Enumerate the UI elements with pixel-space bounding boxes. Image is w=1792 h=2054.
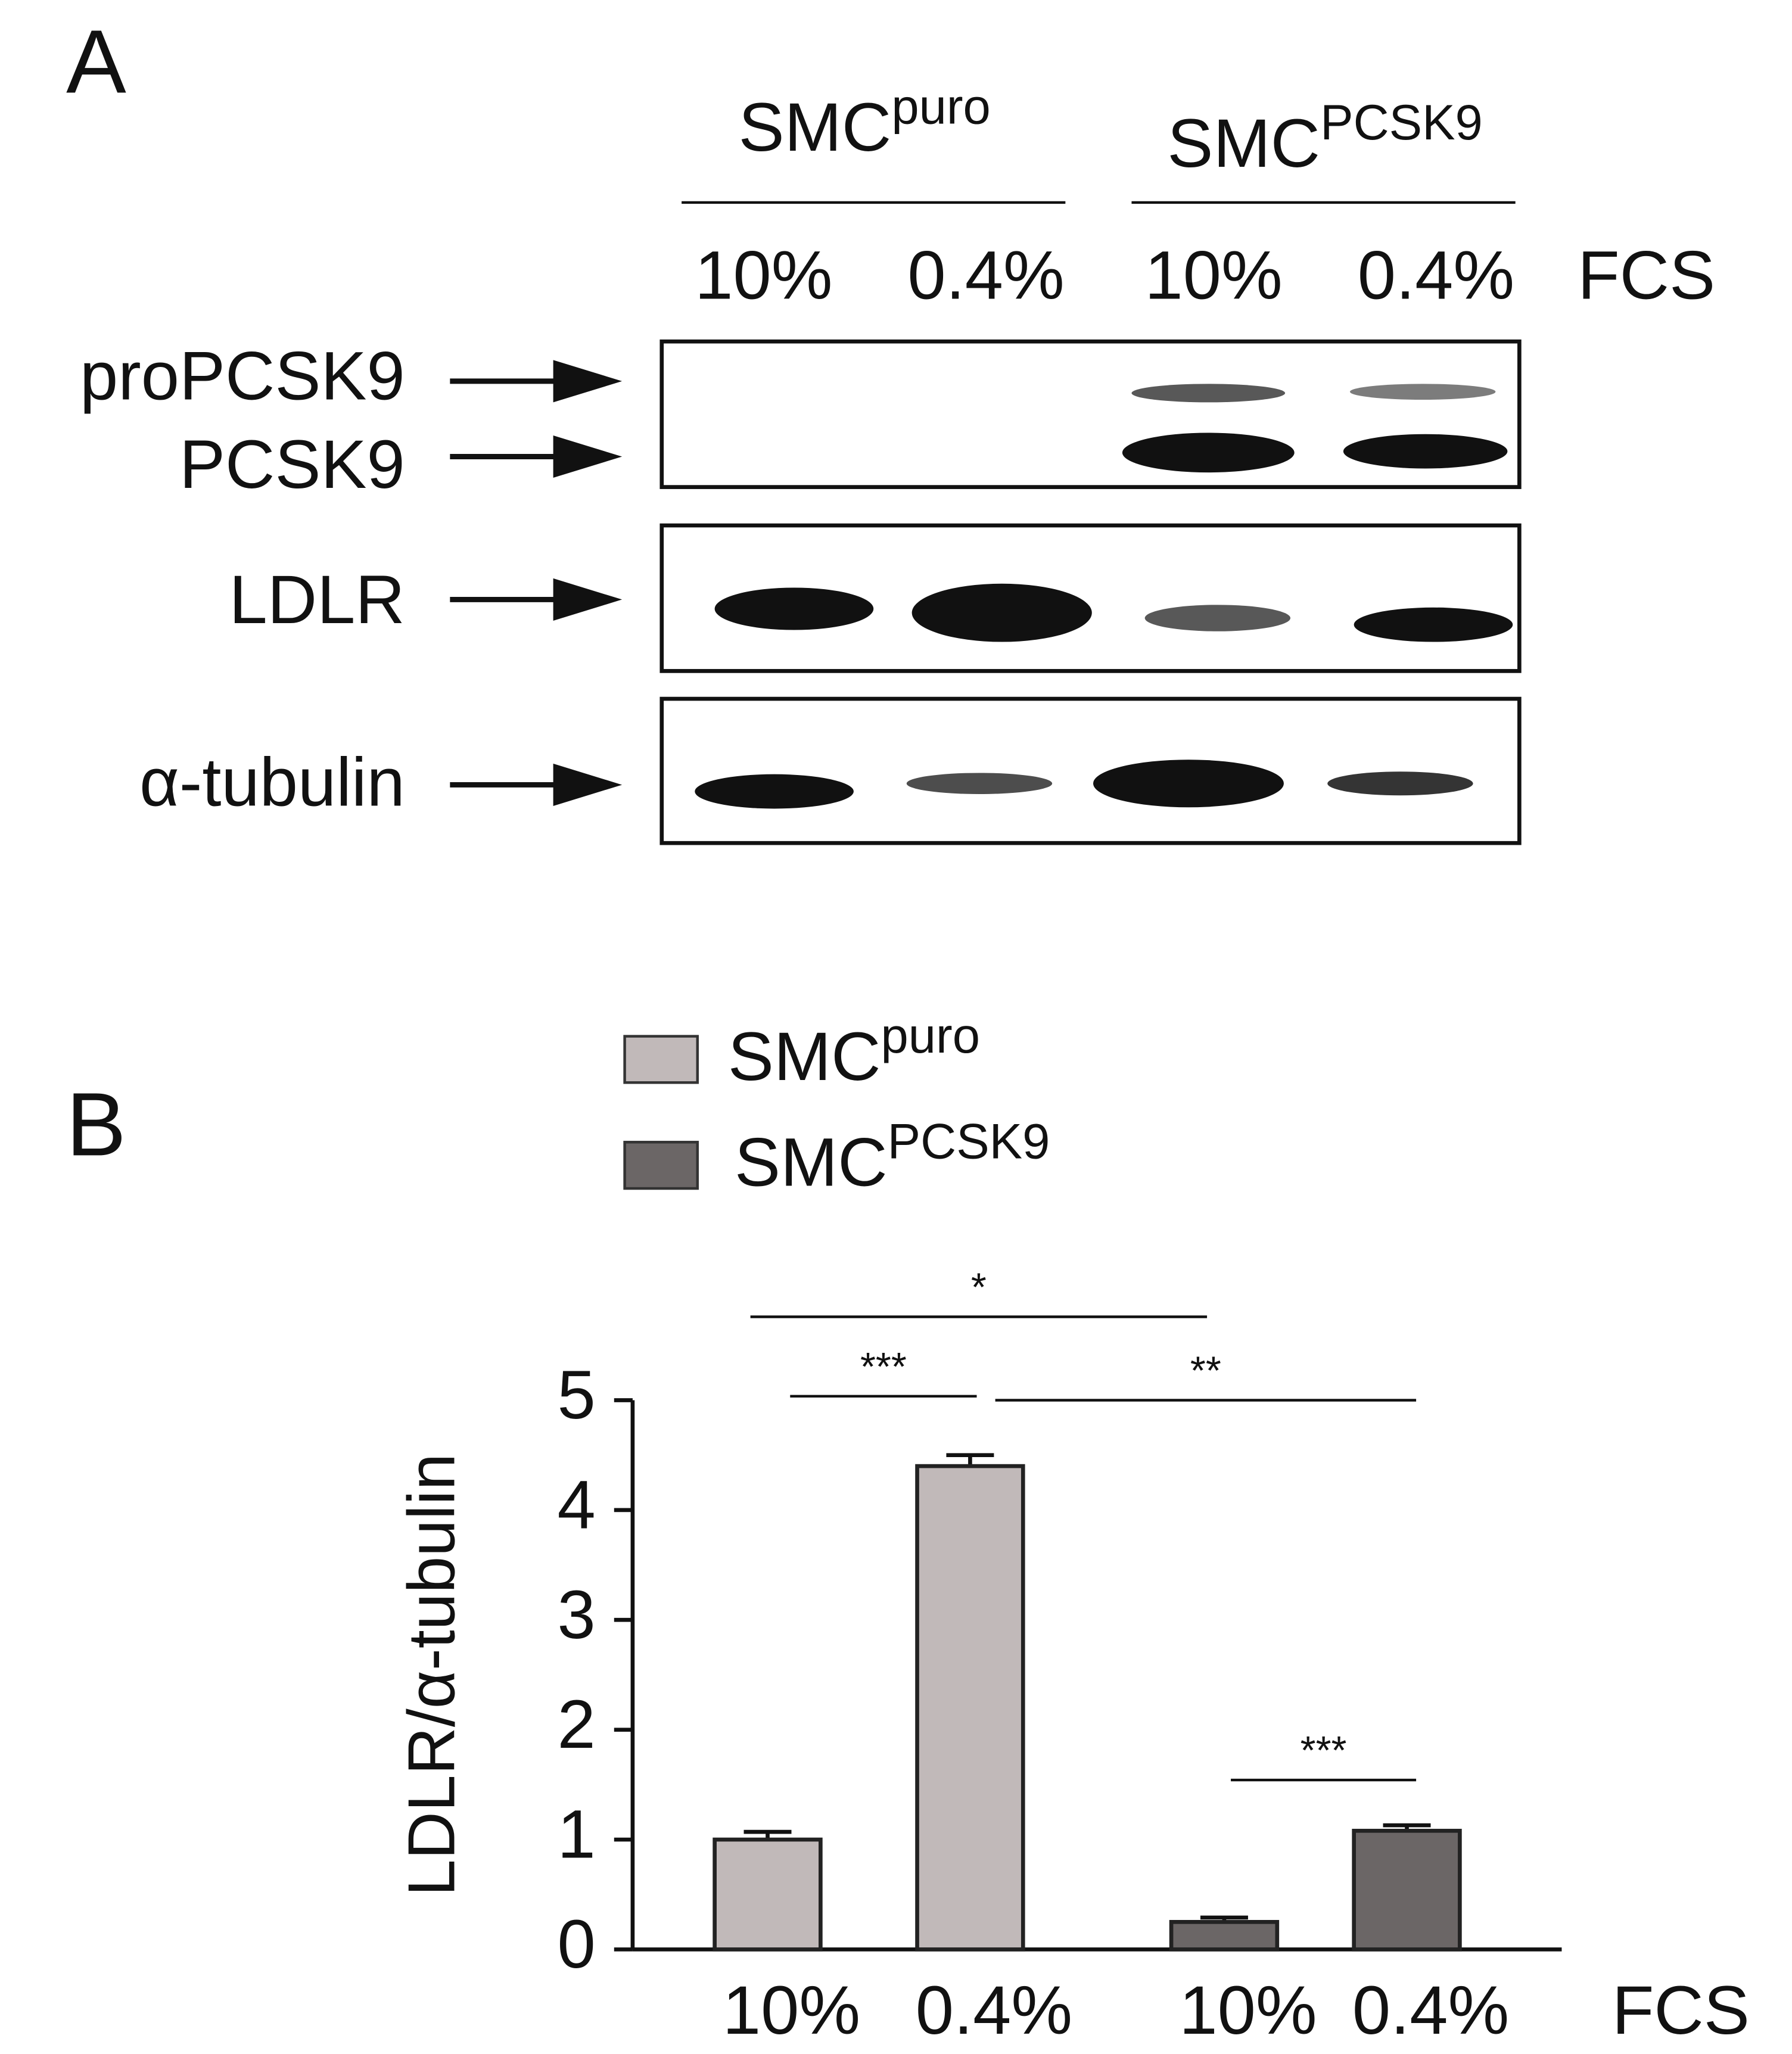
y-tick-label: 3 (557, 1576, 595, 1653)
blot-frame (659, 523, 1522, 673)
legend-label-base: SMC (728, 1017, 881, 1094)
y-tick-label: 5 (557, 1356, 595, 1433)
legend-swatch (623, 1141, 699, 1190)
lane-label: 0.4% (907, 237, 1064, 314)
band-label: proPCSK9 (80, 337, 405, 414)
bar (713, 1837, 823, 1952)
panel-label: A (66, 11, 126, 112)
lane-label: 10% (695, 237, 832, 314)
x-tick-label: 0.4% (1352, 1972, 1509, 2049)
legend-label-base: SMC (735, 1124, 888, 1200)
legend-label-sup: puro (881, 1008, 980, 1063)
band (911, 583, 1092, 642)
group-label-sup: puro (891, 79, 990, 134)
band-label: PCSK9 (179, 426, 405, 503)
blot-frame (659, 696, 1522, 845)
band (1343, 434, 1508, 469)
lane-label: 10% (1145, 237, 1283, 314)
band (695, 774, 854, 809)
x-tick-label: 10% (1179, 1972, 1317, 2049)
legend-label: SMCPCSK9 (735, 1113, 1050, 1200)
band (1327, 771, 1473, 796)
y-tick-label: 4 (557, 1466, 595, 1543)
arrow-head (553, 360, 623, 403)
bar (1169, 1920, 1280, 1952)
legend-label: SMCpuro (728, 1008, 980, 1095)
arrow-head (553, 763, 623, 806)
legend-label-sup: PCSK9 (888, 1113, 1050, 1169)
y-tick-label: 1 (557, 1796, 595, 1873)
blot-frame (659, 339, 1522, 489)
bar (915, 1464, 1025, 1952)
x-tick-label: 10% (723, 1972, 860, 2049)
band (714, 587, 874, 630)
band-label: LDLR (229, 561, 405, 638)
band-label: α-tubulin (139, 743, 405, 820)
band (1354, 607, 1513, 642)
group-label: SMCPCSK9 (1167, 95, 1482, 182)
significance-label: * (971, 1266, 987, 1310)
significance-label: ** (1190, 1349, 1221, 1393)
y-tick-label: 2 (557, 1686, 595, 1763)
band (1131, 384, 1286, 403)
significance-label: *** (860, 1345, 907, 1389)
x-tick-label: 0.4% (916, 1972, 1072, 2049)
band (1093, 760, 1284, 808)
x-unit: FCS (1612, 1972, 1750, 2049)
y-axis-label: LDLR/α-tubulin (394, 1454, 468, 1896)
group-label: SMCpuro (739, 79, 991, 166)
panel-label: B (66, 1074, 126, 1175)
bar (1352, 1828, 1462, 1952)
legend-swatch (623, 1035, 699, 1084)
group-label-sup: PCSK9 (1320, 95, 1483, 150)
arrow-head (553, 435, 623, 478)
lane-unit: FCS (1578, 237, 1715, 314)
band (1122, 432, 1295, 473)
blots (659, 339, 1522, 845)
band (906, 773, 1053, 795)
arrows (450, 360, 623, 806)
lane-label: 0.4% (1358, 237, 1514, 314)
group-label-base: SMC (1167, 104, 1320, 181)
band (1144, 605, 1291, 631)
arrow-head (553, 578, 623, 621)
significance-label: *** (1301, 1729, 1347, 1773)
y-tick-label: 0 (557, 1906, 595, 1983)
band (1349, 384, 1496, 400)
group-label-base: SMC (739, 89, 892, 166)
bands (695, 384, 1513, 809)
